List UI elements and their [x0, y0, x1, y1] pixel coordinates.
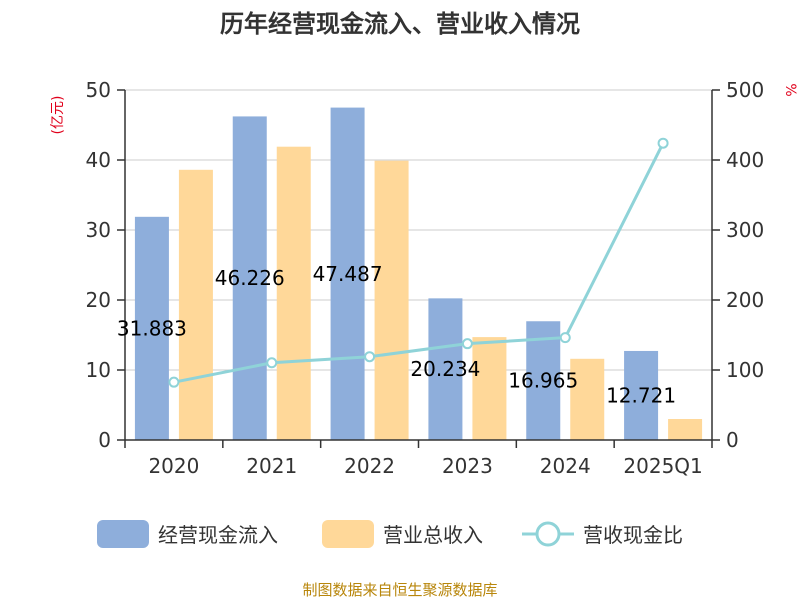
data-label-cash-inflow-2022: 47.487: [313, 262, 383, 286]
data-label-cash-inflow-2023: 20.234: [410, 357, 480, 381]
x-tick-label-2023: 2023: [442, 454, 493, 478]
legend-circle-icon: [535, 521, 561, 547]
ratio-point-2022[interactable]: [364, 351, 376, 363]
source-note: 制图数据来自恒生聚源数据库: [302, 581, 497, 599]
y-left-tick-label-2: 20: [86, 288, 111, 312]
y-left-tick-label-4: 40: [86, 148, 111, 172]
y-left-tick-label-3: 30: [86, 218, 111, 242]
ratio-point-2024[interactable]: [559, 332, 571, 344]
ratio-point-2020[interactable]: [168, 376, 180, 388]
y-right-axis-label: %: [782, 83, 798, 96]
ratio-line-series: [168, 137, 669, 388]
x-tick-label-2025Q1: 2025Q1: [623, 454, 702, 478]
legend-label-total-revenue: 营业总收入: [383, 523, 483, 547]
bar-total-revenue-2021[interactable]: [276, 146, 311, 440]
data-label-cash-inflow-2024: 16.965: [508, 369, 578, 393]
y-left-axis-label: (亿元): [50, 96, 66, 135]
bar-total-revenue-2023[interactable]: [472, 337, 507, 440]
y-right-tick-label-0: 0: [726, 428, 739, 452]
legend-item-cash-inflow[interactable]: 经营现金流入: [97, 520, 278, 548]
legend-item-total-revenue[interactable]: 营业总收入: [322, 520, 483, 548]
ratio-point-2021[interactable]: [266, 357, 278, 369]
y-right-tick-label-3: 300: [726, 218, 764, 242]
data-label-cash-inflow-2025Q1: 12.721: [606, 383, 676, 407]
legend-swatch-total-revenue: [322, 520, 374, 548]
x-tick-label-2024: 2024: [540, 454, 591, 478]
bar-total-revenue-2024[interactable]: [570, 358, 605, 440]
bar-cash-inflow-2023[interactable]: [428, 298, 463, 440]
bar-total-revenue-2025Q1[interactable]: [668, 419, 703, 440]
bar-cash-inflow-2021[interactable]: [232, 116, 267, 440]
x-tick-label-2022: 2022: [344, 454, 395, 478]
y-right-tick-label-1: 100: [726, 358, 764, 382]
data-labels: 31.883 46.226 47.487 20.234 16.965 12.721: [117, 262, 676, 408]
y-left-tick-label-1: 10: [86, 358, 111, 382]
bars: [134, 107, 703, 441]
legend-item-cash-revenue-ratio[interactable]: 营收现金比: [522, 521, 683, 547]
legend-label-cash-revenue-ratio: 营收现金比: [583, 523, 683, 547]
bar-total-revenue-2020[interactable]: [178, 169, 213, 441]
y-right-tick-label-5: 500: [726, 78, 764, 102]
legend-label-cash-inflow: 经营现金流入: [158, 523, 278, 547]
bar-cash-inflow-2025Q1[interactable]: [624, 350, 659, 440]
bar-cash-inflow-2020[interactable]: [134, 216, 169, 440]
bar-total-revenue-2022[interactable]: [374, 160, 409, 440]
bar-cash-inflow-2022[interactable]: [330, 107, 365, 440]
x-tick-label-2020: 2020: [148, 454, 199, 478]
y-right-tick-label-4: 400: [726, 148, 764, 172]
ratio-point-2025Q1[interactable]: [657, 137, 669, 149]
ratio-point-2023[interactable]: [461, 338, 473, 350]
legend: 经营现金流入 营业总收入 营收现金比: [97, 520, 683, 548]
chart-title: 历年经营现金流入、营业收入情况: [220, 10, 580, 38]
x-tick-label-2021: 2021: [246, 454, 297, 478]
y-left-tick-label-5: 50: [86, 78, 111, 102]
legend-swatch-cash-inflow: [97, 520, 149, 548]
data-label-cash-inflow-2021: 46.226: [215, 266, 285, 290]
y-right-tick-label-2: 200: [726, 288, 764, 312]
y-left-tick-label-0: 0: [98, 428, 111, 452]
gridlines: [125, 89, 712, 371]
ratio-line: [173, 142, 665, 384]
data-label-cash-inflow-2020: 31.883: [117, 316, 187, 340]
